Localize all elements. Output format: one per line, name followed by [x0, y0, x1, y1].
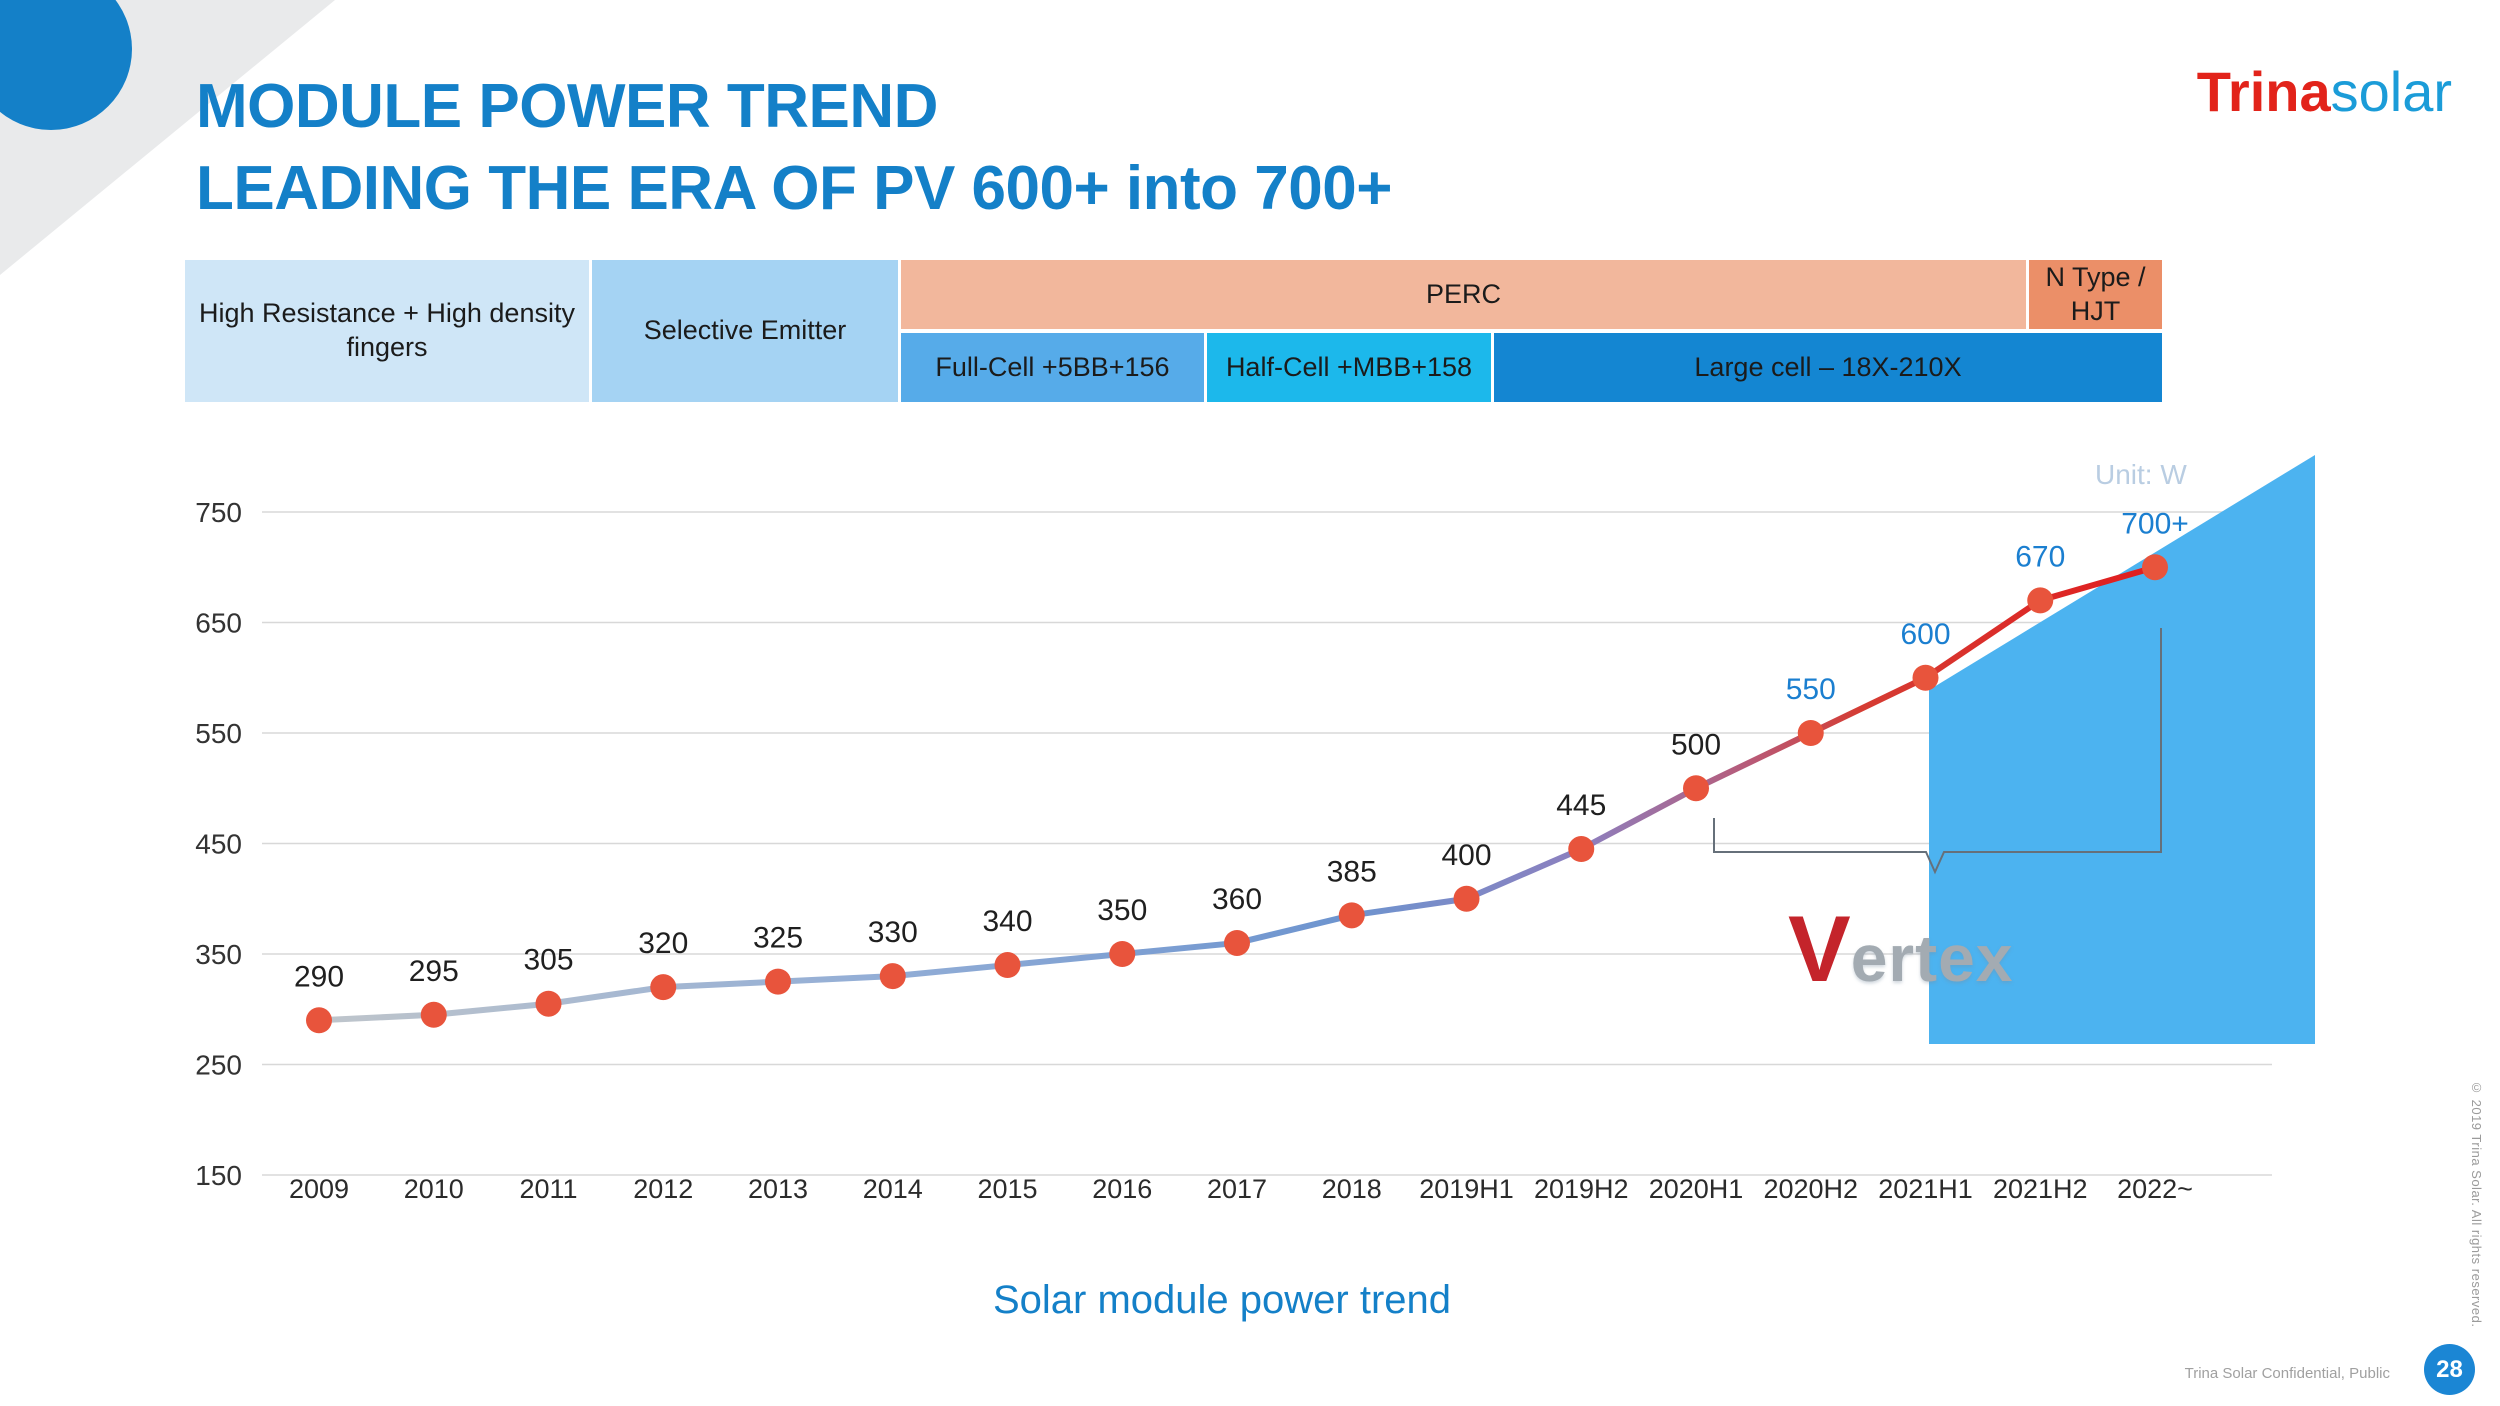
x-axis-label: 2009: [289, 1174, 349, 1204]
data-point-label: 305: [523, 944, 573, 977]
x-axis-label: 2017: [1207, 1174, 1267, 1204]
data-point-label: 360: [1212, 883, 1262, 916]
tech-band-cell-label: PERC: [1425, 278, 1501, 309]
x-axis-label: 2021H1: [1878, 1174, 1973, 1204]
logo-trina-text: Trina: [2196, 60, 2331, 123]
data-point-label: 600: [1900, 618, 1950, 651]
data-point: [306, 1007, 332, 1034]
vertex-logo-rest: ertex: [1850, 921, 2014, 995]
data-point-label: 330: [868, 916, 918, 949]
x-axis-label: 2011: [519, 1174, 577, 1204]
side-copyright: © 2019 Trina Solar. All rights reserved.: [2469, 1080, 2484, 1328]
tech-band-cell: Selective Emitter: [592, 260, 898, 402]
tech-band: High Resistance + High density fingers Se…: [185, 260, 2162, 402]
tech-band-cell-label: Large cell – 18X-210X: [1694, 351, 1962, 382]
data-point-label: 325: [753, 922, 803, 955]
x-axis-label: 2022~: [2117, 1174, 2193, 1204]
page-number: 28: [2436, 1355, 2463, 1383]
tech-band-cell-label: Half-Cell +MBB+158: [1225, 351, 1473, 382]
data-point: [765, 968, 791, 995]
chart-caption: Solar module power trend: [992, 1278, 1452, 1322]
page-number-badge: 28: [2424, 1344, 2475, 1395]
y-tick-label: 150: [195, 1160, 242, 1191]
data-point: [2142, 554, 2168, 581]
data-point: [1797, 720, 1824, 746]
y-tick-label: 750: [195, 497, 242, 528]
data-point-label: 340: [982, 905, 1032, 938]
data-point-label: 500: [1671, 728, 1721, 761]
tech-band-cell-label: Full-Cell +5BB+156: [935, 351, 1170, 382]
data-point-label: 290: [294, 960, 344, 993]
data-point: [2027, 587, 2054, 614]
data-point-label: 320: [638, 927, 688, 960]
data-point: [1224, 929, 1250, 956]
data-point-label: 550: [1786, 673, 1836, 706]
x-axis-label: 2016: [1092, 1174, 1152, 1204]
tech-band-cell: Half-Cell +MBB+158: [1207, 333, 1491, 402]
tech-band-cell-label: N Type / HJT: [2045, 261, 2146, 326]
tech-band-cell-label: Selective Emitter: [643, 315, 847, 346]
y-tick-label: 350: [195, 939, 242, 970]
x-axis-label: 2019H1: [1419, 1174, 1514, 1204]
tech-band-cell: PERC: [901, 260, 2026, 329]
data-point-label: 295: [409, 955, 459, 988]
title-line-1: MODULE POWER TREND: [196, 72, 938, 141]
slide-title: MODULE POWER TREND LEADING THE ERA OF PV…: [196, 66, 1392, 230]
annotation-bracket: [1713, 628, 2162, 875]
data-point: [1683, 775, 1709, 802]
x-axis-label: 2010: [404, 1174, 464, 1204]
x-axis-label: 2015: [977, 1174, 1037, 1204]
data-point: [1568, 836, 1595, 863]
x-axis-label: 2018: [1322, 1174, 1382, 1204]
data-point: [420, 1001, 447, 1028]
data-point: [1912, 664, 1939, 691]
data-point: [1338, 902, 1365, 929]
x-axis-label: 2012: [633, 1174, 693, 1204]
tech-band-cell: High Resistance + High density fingers: [185, 260, 589, 402]
data-point-label: 350: [1097, 894, 1147, 927]
x-axis-label: 2021H2: [1993, 1174, 2088, 1204]
data-point-label: 385: [1327, 855, 1377, 888]
data-point: [994, 952, 1021, 979]
x-axis-label: 2013: [748, 1174, 808, 1204]
projection-area: [1929, 455, 2315, 1044]
tech-band-cell-label: High Resistance + High density fingers: [199, 298, 575, 362]
data-point-label: 670: [2015, 540, 2065, 573]
data-point-label: 700+: [2121, 507, 2189, 540]
x-axis-label: 2020H2: [1763, 1174, 1858, 1204]
title-line-2: LEADING THE ERA OF PV 600+ into 700+: [196, 153, 1392, 223]
tech-band-cell: N Type / HJT: [2029, 260, 2162, 329]
data-point: [1453, 885, 1480, 912]
x-axis-label: 2020H1: [1649, 1174, 1744, 1204]
y-tick-label: 450: [195, 829, 242, 860]
tech-band-cell: Large cell – 18X-210X: [1494, 333, 2162, 402]
footer-confidential: Trina Solar Confidential, Public: [2184, 1365, 2390, 1382]
tech-band-cell: Full-Cell +5BB+156: [901, 333, 1204, 402]
unit-label: Unit: W: [2095, 459, 2187, 490]
y-tick-label: 250: [195, 1050, 242, 1081]
y-tick-label: 650: [195, 608, 242, 639]
data-point-label: 400: [1441, 839, 1491, 872]
x-axis-label: 2014: [863, 1174, 923, 1204]
logo-solar-text: solar: [2330, 60, 2452, 123]
y-tick-label: 550: [195, 718, 242, 749]
data-point: [1109, 941, 1136, 967]
vertex-logo-initial: V: [1788, 896, 1851, 1001]
trinasolar-logo: Trinasolar: [2197, 64, 2452, 120]
data-point: [650, 974, 677, 1001]
data-point: [535, 990, 562, 1017]
data-point-label: 445: [1556, 789, 1606, 822]
data-point: [879, 963, 906, 990]
x-axis-label: 2019H2: [1534, 1174, 1629, 1204]
